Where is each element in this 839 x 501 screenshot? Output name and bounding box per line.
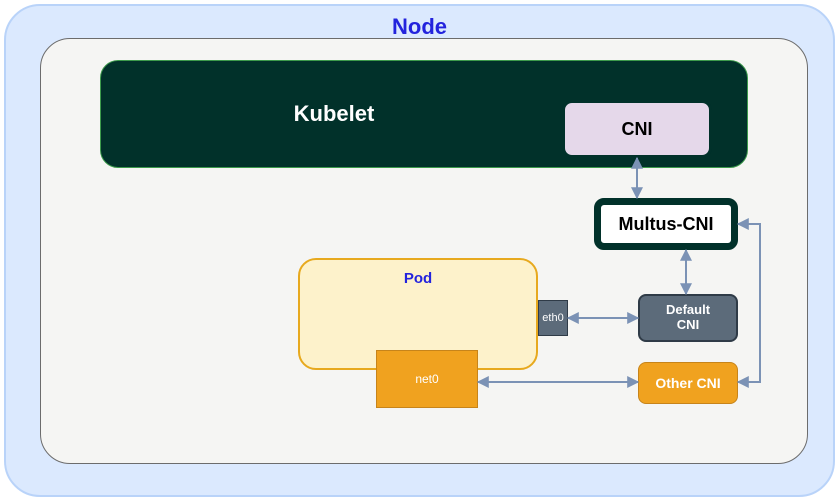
kubelet-label: Kubelet (294, 101, 375, 127)
eth0-box: eth0 (538, 300, 568, 336)
cni-box: CNI (562, 100, 712, 158)
multus-cni-label: Multus-CNI (619, 214, 714, 235)
default-cni-label-line2: CNI (677, 317, 699, 332)
other-cni-box: Other CNI (638, 362, 738, 404)
other-cni-label: Other CNI (655, 375, 720, 391)
default-cni-label: Default CNI (666, 303, 710, 333)
net0-label: net0 (415, 372, 438, 386)
eth0-label: eth0 (542, 312, 563, 324)
default-cni-box: Default CNI (638, 294, 738, 342)
default-cni-label-line1: Default (666, 302, 710, 317)
diagram-canvas: Node Kubelet CNI Multus-CNI Pod eth0 net… (0, 0, 839, 501)
cni-label: CNI (622, 119, 653, 140)
node-label: Node (6, 14, 833, 40)
multus-cni-box: Multus-CNI (594, 198, 738, 250)
net0-box: net0 (376, 350, 478, 408)
pod-label: Pod (300, 270, 536, 287)
